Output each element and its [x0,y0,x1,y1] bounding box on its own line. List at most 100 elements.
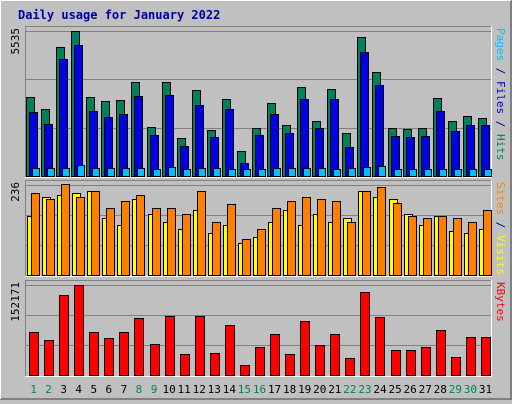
x-tick-label: 24 [373,383,387,396]
bar-pages [137,168,145,177]
bar-pages [183,169,191,177]
bar-sites [167,208,176,276]
bar-files [466,125,475,177]
bar-files [330,99,339,177]
bar-files [119,114,128,177]
bar-kbytes [134,318,144,376]
bar-kbytes [315,345,325,376]
bar-kbytes [210,353,220,376]
bar-files [74,45,83,177]
bar-sites [468,222,477,276]
bar-files [360,52,369,177]
x-tick-label: 9 [151,383,158,396]
chart-panels: 5535 Pages / Files / Hits 236 Sites / Visit… [9,26,507,377]
bar-kbytes [104,338,114,376]
bar-kbytes [225,325,235,376]
bar-sites [197,191,206,276]
bar-sites [152,208,161,276]
bar-kbytes [421,347,431,376]
series-legend: Pages / Files / Hits [494,28,507,161]
series-legend: KBytes [494,282,507,322]
bar-sites [347,222,356,276]
bar-pages [424,169,432,177]
bar-pages [273,168,281,177]
x-tick-label: 28 [434,383,447,396]
bar-sites [408,216,417,276]
panel-hits-files-pages: 5535 Pages / Files / Hits [9,26,507,178]
bar-pages [469,169,477,177]
bar-kbytes [451,357,461,376]
bar-pages [92,168,100,177]
x-tick-label: 12 [193,383,206,396]
x-tick-label: 30 [464,383,477,396]
bar-pages [122,168,130,177]
bar-kbytes [59,295,69,376]
bar-sites [76,197,85,276]
bar-kbytes [466,337,476,376]
bar-sites [377,187,386,276]
bar-sites [257,229,266,276]
bar-pages [484,169,492,177]
legend-entry: KBytes [494,282,507,322]
bar-sites [453,218,462,276]
x-tick-label: 27 [419,383,432,396]
bars-visits-sites [27,184,492,276]
legend-entry: Pages [494,28,507,61]
bar-pages [318,168,326,177]
legend-entry: Files [494,81,507,114]
bar-sites [362,191,371,276]
x-tick-label: 19 [298,383,311,396]
bar-sites [438,216,447,276]
bar-kbytes [165,316,175,376]
bar-kbytes [29,332,39,376]
bar-kbytes [436,330,446,376]
bar-sites [423,218,432,276]
bar-sites [332,201,341,276]
bar-sites [227,204,236,276]
bar-kbytes [119,332,129,376]
bar-pages [439,169,447,177]
x-tick-label: 21 [328,383,341,396]
bar-pages [47,168,55,177]
bar-files [29,112,38,177]
bar-files [436,111,445,177]
bar-kbytes [180,354,190,376]
x-tick-label: 8 [136,383,143,396]
bar-kbytes [74,285,84,376]
bar-sites [483,210,492,276]
x-tick-label: 11 [178,383,191,396]
bar-files [104,117,113,177]
bar-files [375,85,384,177]
x-tick-label: 29 [449,383,462,396]
bar-pages [288,168,296,177]
x-tick-label: 4 [75,383,82,396]
bar-pages [77,165,85,177]
bar-kbytes [481,337,491,376]
legend-entry: / [494,61,507,81]
bar-pages [303,168,311,177]
bar-pages [228,169,236,177]
bar-sites [136,195,145,276]
bars-kbytes [29,285,491,376]
x-tick-label: 2 [45,383,52,396]
bar-sites [212,222,221,276]
bars-hits-files-pages [26,31,492,177]
bar-pages [198,168,206,177]
bar-pages [213,168,221,177]
legend-entry: Visits [494,235,507,275]
series-legend: Sites / Visits [494,182,507,275]
x-tick-label: 18 [283,383,296,396]
x-tick-label: 17 [268,383,281,396]
bar-sites [242,239,251,276]
x-tick-label: 25 [388,383,401,396]
bar-kbytes [270,334,280,376]
x-tick-label: 6 [106,383,113,396]
bar-sites [302,197,311,276]
bar-pages [454,169,462,177]
bar-files [225,109,234,177]
bar-kbytes [330,334,340,376]
bar-kbytes [360,292,370,376]
bar-sites [91,191,100,276]
bar-pages [409,169,417,177]
bar-files [165,95,174,177]
